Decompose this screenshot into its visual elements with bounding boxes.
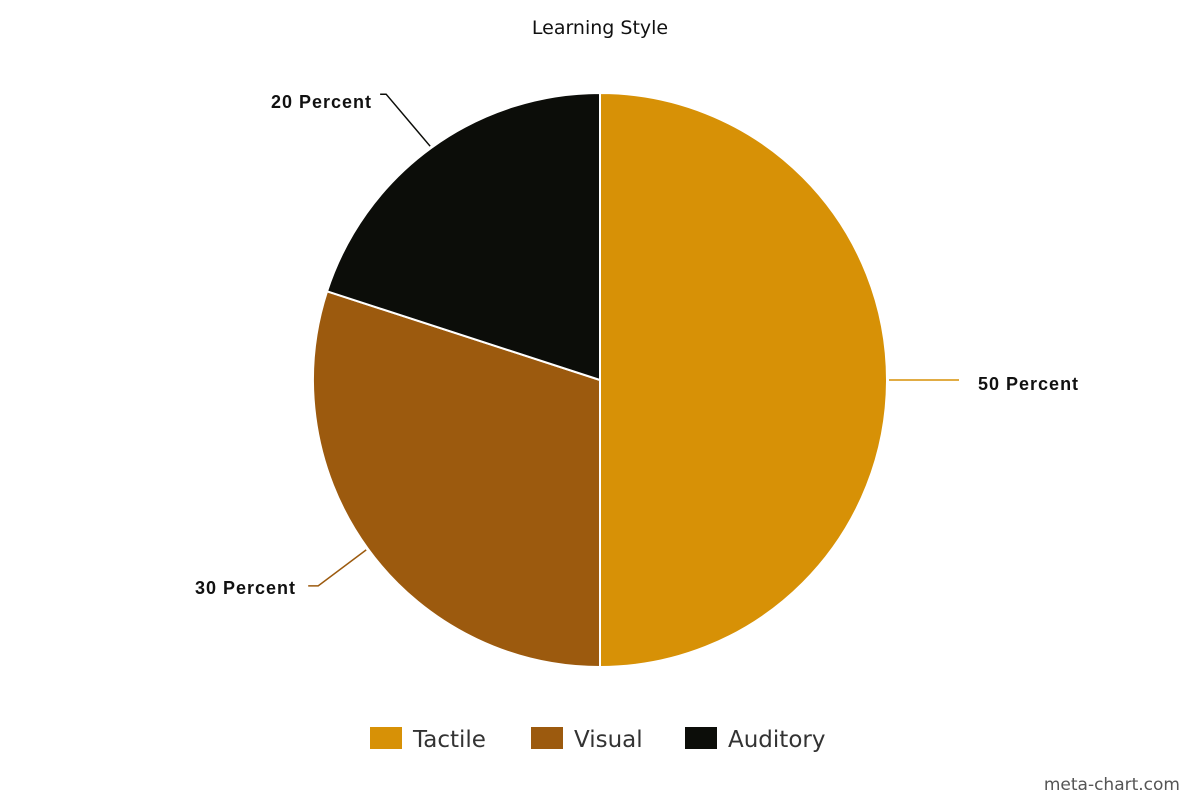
legend: Tactile Visual Auditory — [370, 727, 825, 753]
pie-slice-visual[interactable] — [312, 290, 601, 668]
label-connectors — [308, 93, 959, 587]
legend-item-visual[interactable]: Visual — [531, 727, 643, 753]
credit-text[interactable]: meta-chart.com — [1044, 775, 1180, 795]
data-label-visual: 30 Percent — [195, 578, 296, 598]
legend-label-visual: Visual — [574, 727, 643, 753]
chart-title: Learning Style — [532, 17, 668, 39]
connector-line-visual — [308, 549, 367, 587]
legend-item-tactile[interactable]: Tactile — [370, 727, 486, 753]
data-labels: 50 Percent 30 Percent 20 Percent — [195, 92, 1079, 598]
connector-line-auditory — [380, 93, 431, 147]
pie-slice-auditory[interactable] — [326, 92, 601, 381]
legend-swatch-auditory — [685, 727, 717, 749]
legend-label-auditory: Auditory — [728, 727, 825, 753]
legend-item-auditory[interactable]: Auditory — [685, 727, 825, 753]
pie-slice-tactile[interactable] — [599, 92, 888, 668]
data-label-auditory: 20 Percent — [271, 92, 372, 112]
legend-swatch-visual — [531, 727, 563, 749]
legend-swatch-tactile — [370, 727, 402, 749]
pie-slices — [312, 92, 888, 668]
legend-label-tactile: Tactile — [412, 727, 486, 753]
data-label-tactile: 50 Percent — [978, 374, 1079, 394]
